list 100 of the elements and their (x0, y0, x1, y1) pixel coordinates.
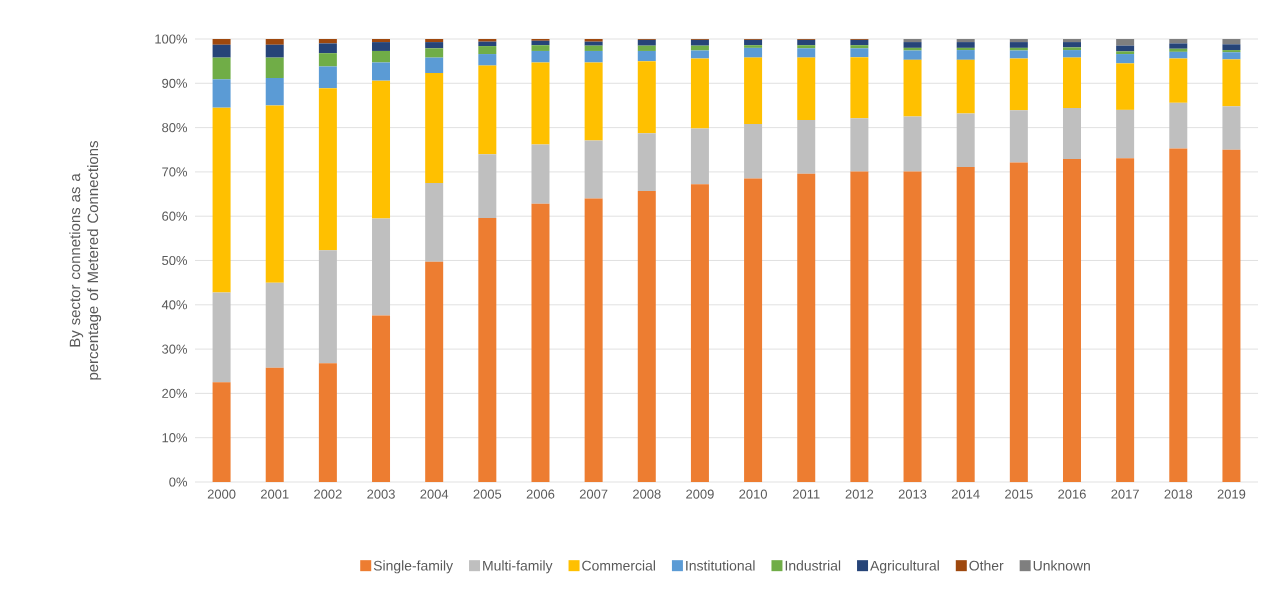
bar (956, 59, 975, 114)
legend-label: Other (969, 560, 1004, 571)
y-tick-label: 80% (162, 123, 188, 133)
y-tick-label: 20% (162, 388, 188, 398)
x-tick-label: 2009 (686, 489, 714, 499)
bar (797, 45, 816, 49)
bar (690, 128, 709, 185)
bar (584, 140, 603, 199)
bar (212, 57, 231, 80)
bar (584, 45, 603, 51)
y-tick-label: 40% (161, 300, 188, 310)
bar (425, 42, 444, 49)
x-tick-label: 2006 (526, 489, 555, 499)
x-tick-label: 2008 (633, 489, 661, 499)
y-tick-label: 60% (162, 211, 188, 221)
legend-label: Agricultural (870, 560, 939, 574)
bar (1169, 38, 1188, 44)
bar (265, 367, 284, 482)
bar (850, 48, 869, 58)
bar (212, 44, 231, 58)
bar (425, 73, 444, 183)
bar (318, 250, 337, 364)
bar (956, 42, 975, 48)
y-tick-label: 70% (162, 167, 188, 177)
bar (265, 44, 284, 58)
bar (1116, 63, 1135, 110)
bar (1222, 106, 1241, 150)
x-tick-label: 2019 (1217, 489, 1246, 499)
bar (797, 120, 816, 174)
bar (1062, 57, 1081, 109)
bar (903, 116, 922, 172)
bar (797, 48, 816, 58)
bar (318, 88, 337, 251)
y-tick-label: 50% (162, 255, 188, 266)
bar (212, 79, 231, 108)
x-tick-label: 2011 (792, 489, 820, 499)
bar (1169, 102, 1188, 149)
bar (372, 315, 391, 482)
bar (478, 46, 497, 55)
y-tick-label: 30% (162, 344, 188, 354)
bar (1009, 58, 1028, 111)
bar (1222, 52, 1241, 60)
bar (637, 45, 656, 51)
bar (531, 50, 550, 63)
bar (372, 62, 391, 81)
bar (744, 39, 763, 46)
bar (318, 363, 337, 482)
bar (1009, 38, 1028, 43)
bar (637, 39, 656, 46)
x-tick-label: 2012 (845, 489, 874, 499)
bar (903, 42, 922, 48)
bar (903, 50, 922, 60)
bar (1116, 54, 1135, 64)
bar (478, 38, 497, 42)
x-tick-label: 2018 (1164, 489, 1193, 499)
bar (318, 53, 337, 67)
bar (372, 218, 391, 316)
bar (1062, 50, 1081, 58)
bar (1169, 51, 1188, 59)
bar (318, 43, 337, 54)
bar (903, 38, 922, 43)
bar (212, 38, 231, 45)
bar (265, 57, 284, 78)
legend-label: Unknown (1033, 560, 1090, 571)
bar (265, 77, 284, 106)
legend-label: Commercial (582, 560, 655, 571)
bar (956, 47, 975, 51)
bar (1116, 51, 1135, 55)
bar (1062, 42, 1081, 48)
bar (903, 59, 922, 117)
legend-label: Single-family (373, 560, 454, 574)
bar (265, 282, 284, 368)
bar (850, 45, 869, 49)
bar (690, 45, 709, 51)
bar (850, 171, 869, 482)
bar (212, 382, 231, 482)
bar (1009, 47, 1028, 51)
bar (637, 61, 656, 134)
bar (372, 80, 391, 219)
bar (797, 173, 816, 482)
bar (265, 105, 284, 283)
bar (903, 171, 922, 482)
bar (531, 40, 550, 46)
bar (425, 48, 444, 58)
legend-label: Industrial (785, 560, 841, 571)
bar (690, 58, 709, 129)
x-tick-label: 2017 (1111, 489, 1139, 499)
bar (744, 45, 763, 48)
bar (531, 203, 550, 482)
bar (956, 113, 975, 168)
x-tick-label: 2016 (1058, 489, 1086, 499)
bar (584, 38, 603, 42)
bar (850, 57, 869, 119)
y-tick-label: 100% (155, 34, 188, 44)
bar (265, 38, 284, 45)
bar (1169, 43, 1188, 49)
bar (1062, 159, 1081, 482)
bar (425, 57, 444, 74)
bar (1062, 47, 1081, 51)
bar (212, 292, 231, 383)
